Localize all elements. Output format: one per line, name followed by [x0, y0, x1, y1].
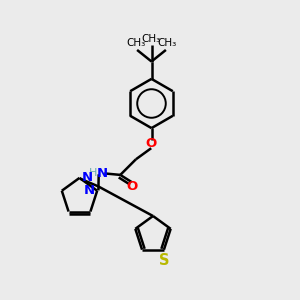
Text: S: S	[159, 253, 169, 268]
Text: H: H	[89, 168, 98, 178]
Text: CH₃: CH₃	[158, 38, 177, 48]
Text: N: N	[82, 171, 93, 184]
Text: CH₃: CH₃	[126, 38, 146, 48]
Text: O: O	[146, 137, 157, 150]
Text: CH₃: CH₃	[142, 34, 161, 44]
Text: N: N	[84, 184, 95, 197]
Text: O: O	[126, 180, 138, 193]
Text: N: N	[96, 167, 108, 180]
